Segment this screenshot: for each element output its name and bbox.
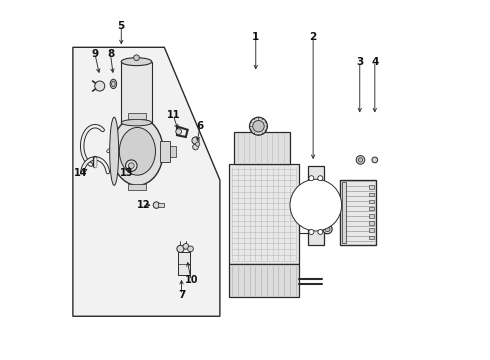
Circle shape — [125, 160, 137, 171]
Bar — [171, 146, 176, 157]
Text: 2: 2 — [310, 32, 317, 41]
Circle shape — [323, 225, 332, 234]
Bar — [308, 166, 324, 244]
Circle shape — [177, 245, 184, 252]
Ellipse shape — [110, 117, 119, 185]
Circle shape — [196, 142, 200, 146]
Ellipse shape — [112, 81, 115, 87]
Bar — [369, 185, 374, 189]
Circle shape — [153, 202, 160, 208]
Circle shape — [193, 144, 198, 150]
Text: 6: 6 — [196, 121, 204, 131]
Circle shape — [188, 246, 194, 252]
Text: 14: 14 — [74, 168, 88, 178]
Text: 1: 1 — [252, 32, 259, 41]
Circle shape — [176, 129, 181, 134]
Circle shape — [134, 55, 139, 60]
Polygon shape — [73, 47, 220, 316]
Circle shape — [249, 117, 268, 135]
Circle shape — [318, 229, 323, 234]
Bar — [369, 200, 374, 203]
Text: 12: 12 — [137, 200, 150, 210]
Ellipse shape — [112, 117, 163, 185]
Ellipse shape — [122, 120, 152, 126]
Bar — [178, 252, 191, 275]
Ellipse shape — [110, 79, 117, 89]
Circle shape — [309, 176, 314, 181]
Circle shape — [358, 158, 363, 162]
Text: 9: 9 — [92, 49, 98, 59]
Bar — [229, 264, 299, 297]
Bar — [160, 140, 171, 162]
Circle shape — [372, 157, 378, 163]
Circle shape — [128, 163, 134, 168]
Bar — [369, 207, 374, 211]
Text: 4: 4 — [371, 57, 378, 67]
Bar — [340, 180, 376, 244]
Text: 3: 3 — [356, 57, 364, 67]
Ellipse shape — [120, 127, 155, 175]
Bar — [128, 184, 147, 190]
Circle shape — [192, 137, 199, 144]
Bar — [158, 203, 164, 207]
Bar — [122, 62, 152, 123]
Circle shape — [309, 229, 314, 234]
Text: 5: 5 — [118, 21, 125, 31]
Circle shape — [325, 226, 330, 231]
Ellipse shape — [122, 58, 152, 66]
Circle shape — [183, 243, 189, 249]
Bar — [342, 182, 346, 243]
Text: 7: 7 — [178, 290, 185, 300]
Text: 10: 10 — [184, 275, 198, 285]
Circle shape — [290, 179, 342, 231]
Circle shape — [95, 81, 105, 91]
Text: 13: 13 — [120, 168, 133, 178]
Bar — [229, 164, 299, 264]
Bar — [369, 214, 374, 218]
Bar — [369, 193, 374, 196]
Bar — [369, 235, 374, 239]
Bar — [128, 113, 147, 119]
Circle shape — [253, 121, 264, 132]
Bar — [369, 221, 374, 225]
Bar — [234, 132, 290, 164]
Circle shape — [356, 156, 365, 164]
Text: 8: 8 — [107, 49, 114, 59]
Bar — [369, 228, 374, 232]
Circle shape — [318, 176, 323, 181]
Text: 11: 11 — [167, 111, 180, 121]
